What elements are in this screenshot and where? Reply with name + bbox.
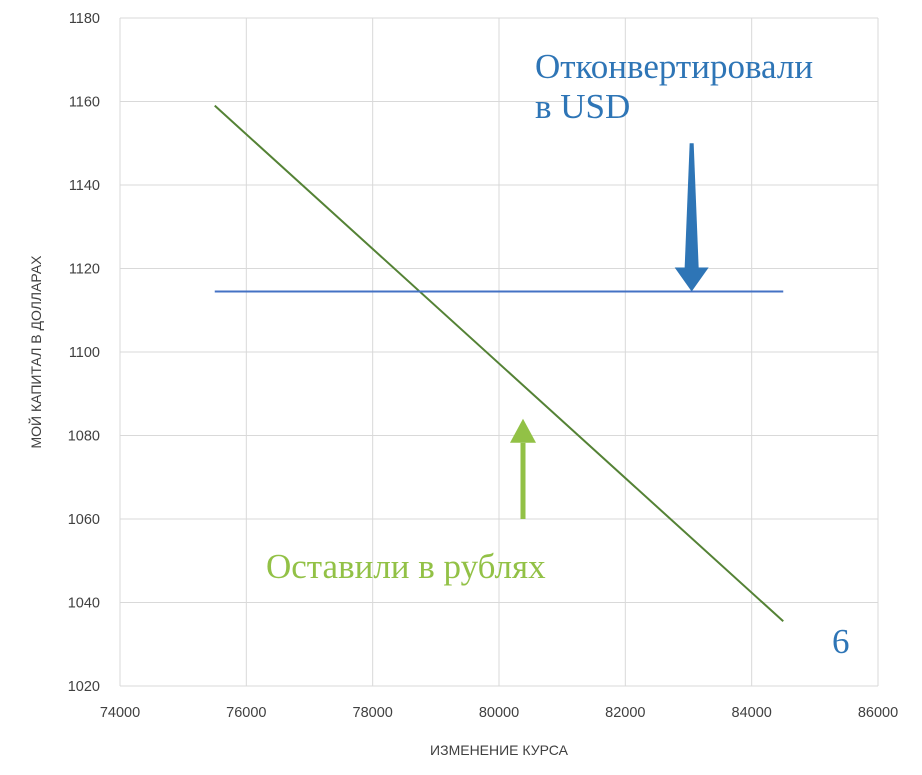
- x-tick-label: 86000: [858, 705, 898, 721]
- x-tick-label: 78000: [353, 705, 393, 721]
- tick-labels: 74000 76000 78000 80000 82000 84000 86000 1020 1…: [68, 11, 898, 721]
- x-tick-label: 84000: [732, 705, 772, 721]
- y-tick-label: 1020: [68, 679, 100, 695]
- y-axis-title: МОЙ КАПИТАЛ В ДОЛЛАРАХ: [27, 255, 44, 449]
- arrow-up-icon: [510, 418, 537, 519]
- y-tick-label: 1180: [69, 11, 100, 27]
- y-tick-label: 1120: [69, 262, 100, 278]
- y-tick-label: 1080: [68, 429, 100, 445]
- gridlines: [119, 17, 879, 687]
- y-tick-label: 1160: [69, 95, 100, 111]
- y-tick-label: 1060: [68, 512, 100, 528]
- corner-label: 6: [832, 622, 850, 661]
- arrows: [510, 143, 709, 519]
- series-layer: [214, 104, 784, 623]
- y-tick-label: 1140: [69, 178, 100, 194]
- annotation-usd-line-1: Отконвертировали: [535, 47, 813, 86]
- x-axis-title: ИЗМЕНЕНИЕ КУРСА: [430, 742, 569, 758]
- x-tick-label: 82000: [605, 705, 645, 721]
- x-tick-label: 76000: [226, 705, 266, 721]
- x-tick-label: 80000: [479, 705, 519, 721]
- annotation-usd-line-2: в USD: [535, 87, 630, 126]
- x-tick-label: 74000: [100, 705, 140, 721]
- series-line-1: [214, 104, 784, 623]
- arrow-down-icon: [674, 143, 709, 292]
- y-tick-label: 1100: [69, 345, 100, 361]
- y-tick-label: 1040: [68, 596, 100, 612]
- annotation-rub: Оставили в рублях: [266, 547, 546, 586]
